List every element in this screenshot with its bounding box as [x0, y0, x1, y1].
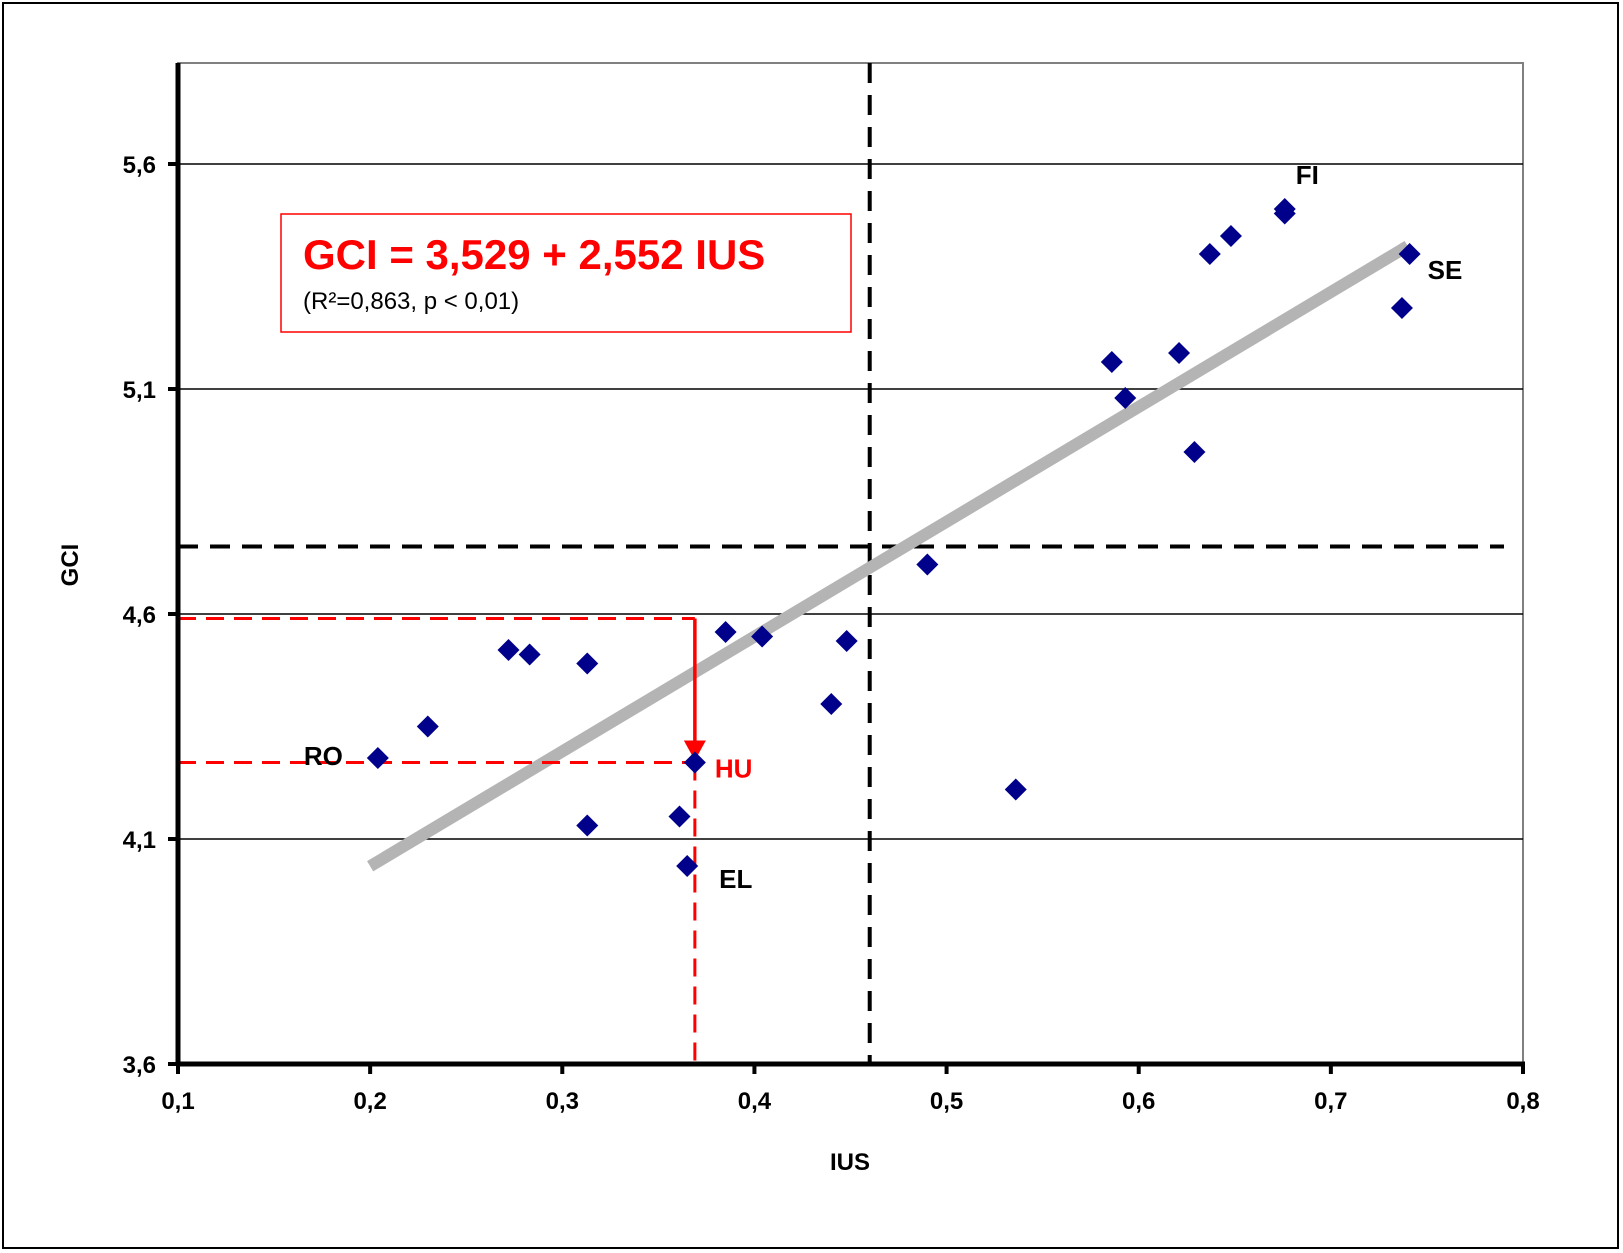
data-point-17 [1168, 342, 1191, 364]
data-point-4 [576, 652, 599, 675]
y-tick-labels: 3,6 4,1 4,6 5,1 5,6 [123, 152, 156, 1079]
data-point-5 [576, 814, 599, 837]
y-tick-label-1: 4,1 [123, 827, 156, 854]
data-point-13 [916, 553, 939, 576]
x-tick-label-6: 0,7 [1314, 1088, 1347, 1115]
y-tick-label-4: 5,6 [123, 152, 156, 179]
data-point-24 [1398, 243, 1421, 265]
data-point-23 [1390, 297, 1413, 319]
equation-stats: (R²=0,863, p < 0,01) [303, 288, 519, 315]
data-point-7 [676, 855, 699, 877]
y-axis-title: GCI [57, 544, 84, 587]
highlight-arrow-head [683, 740, 706, 761]
data-point-2 [497, 639, 520, 661]
x-tick-label-1: 0,2 [353, 1088, 386, 1115]
scatter-chart: RO EL HU FI SE 0,1 0,2 0,3 0,4 0,5 0,6 0,7 0,8 3,6 4… [57, 62, 1540, 1176]
trendline [367, 240, 1411, 872]
x-tick-label-5: 0,6 [1122, 1088, 1155, 1115]
plot-area [177, 62, 1524, 1065]
data-points [366, 198, 1421, 877]
data-point-8 [683, 751, 706, 774]
data-point-14 [1004, 778, 1027, 801]
point-label-ro: RO [304, 741, 343, 771]
equation-text: GCI = 3,529 + 2,552 IUS [303, 231, 765, 278]
data-point-10 [751, 625, 774, 648]
highlight-lines [178, 617, 706, 1064]
data-point-1 [416, 715, 439, 738]
reference-lines [178, 63, 1504, 1064]
data-point-15 [1100, 351, 1123, 373]
x-tick-label-7: 0,8 [1506, 1088, 1539, 1115]
equation-box: GCI = 3,529 + 2,552 IUS (R²=0,863, p < 0… [280, 213, 852, 333]
data-point-19 [1198, 243, 1221, 265]
trendline-group [367, 240, 1411, 872]
x-tick-labels: 0,1 0,2 0,3 0,4 0,5 0,6 0,7 0,8 [161, 1088, 1539, 1115]
x-axis-title: IUS [830, 1149, 870, 1176]
y-tick-label-2: 4,6 [123, 602, 156, 629]
point-label-se: SE [1428, 255, 1463, 285]
y-tick-label-0: 3,6 [123, 1052, 156, 1079]
gridlines [178, 163, 1523, 840]
x-tick-label-4: 0,5 [930, 1088, 963, 1115]
data-point-20 [1219, 225, 1242, 247]
data-point-6 [668, 805, 691, 828]
data-point-9 [714, 621, 737, 643]
x-tick-label-0: 0,1 [161, 1088, 194, 1115]
point-label-el: EL [719, 864, 752, 894]
data-point-11 [820, 693, 843, 715]
data-point-22 [1273, 198, 1296, 220]
point-label-fi: FI [1296, 160, 1319, 190]
data-point-18 [1183, 441, 1206, 463]
axes [168, 63, 1525, 1074]
data-point-12 [835, 630, 858, 652]
data-point-16 [1114, 387, 1137, 409]
point-labels: RO EL HU FI SE [304, 160, 1462, 894]
point-label-hu: HU [715, 754, 753, 784]
data-point-0 [366, 747, 389, 769]
x-tick-label-3: 0,4 [738, 1088, 772, 1115]
x-tick-label-2: 0,3 [546, 1088, 579, 1115]
y-tick-label-3: 5,1 [123, 377, 156, 404]
equation-box-border [280, 213, 852, 333]
data-point-3 [518, 643, 541, 666]
